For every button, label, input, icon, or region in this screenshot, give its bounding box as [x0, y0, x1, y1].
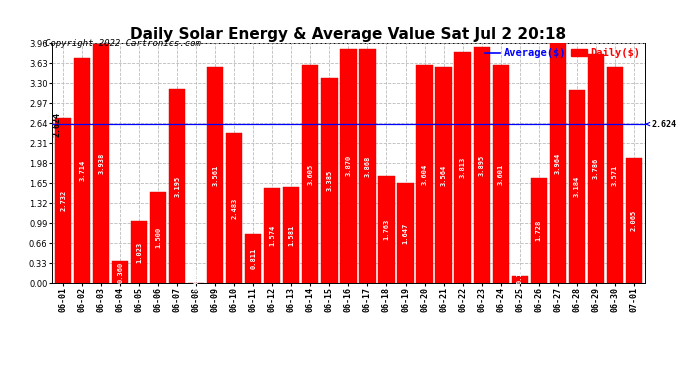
Bar — [511, 276, 528, 283]
Bar — [417, 65, 433, 283]
Text: 1.763: 1.763 — [384, 219, 389, 240]
Text: 3.561: 3.561 — [213, 165, 218, 186]
Bar — [378, 176, 395, 283]
Text: 3.184: 3.184 — [573, 176, 580, 197]
Text: 3.605: 3.605 — [308, 163, 313, 184]
Text: 1.728: 1.728 — [535, 220, 542, 242]
Bar — [549, 43, 566, 283]
Text: 1.023: 1.023 — [136, 242, 142, 263]
Bar — [435, 67, 452, 283]
Bar — [455, 52, 471, 283]
Bar — [264, 188, 280, 283]
Text: 0.114: 0.114 — [517, 262, 522, 284]
Text: 3.564: 3.564 — [440, 165, 446, 186]
Bar — [493, 65, 509, 283]
Text: 3.868: 3.868 — [364, 155, 371, 177]
Text: 3.938: 3.938 — [98, 153, 104, 174]
Bar — [112, 261, 128, 283]
Text: 0.000: 0.000 — [193, 270, 199, 291]
Bar — [226, 133, 242, 283]
Text: 3.601: 3.601 — [497, 164, 504, 184]
Legend: Average($), Daily($): Average($), Daily($) — [485, 48, 640, 58]
Bar — [150, 192, 166, 283]
Text: 3.385: 3.385 — [326, 170, 333, 191]
Text: 3.714: 3.714 — [79, 160, 85, 181]
Text: 3.571: 3.571 — [612, 164, 618, 186]
Text: 3.604: 3.604 — [422, 163, 428, 184]
Bar — [131, 221, 148, 283]
Title: Daily Solar Energy & Average Value Sat Jul 2 20:18: Daily Solar Energy & Average Value Sat J… — [130, 27, 566, 42]
Bar — [93, 45, 109, 283]
Bar — [55, 117, 71, 283]
Text: 0.811: 0.811 — [250, 248, 257, 269]
Text: 3.195: 3.195 — [175, 176, 180, 197]
Bar — [245, 234, 262, 283]
Text: 3.786: 3.786 — [593, 158, 599, 179]
Bar — [531, 178, 546, 283]
Text: 0.360: 0.360 — [117, 262, 124, 283]
Text: 2.732: 2.732 — [60, 190, 66, 211]
Text: 2.483: 2.483 — [231, 197, 237, 219]
Bar — [322, 78, 337, 283]
Text: 3.895: 3.895 — [479, 154, 484, 176]
Text: 2.065: 2.065 — [631, 210, 637, 231]
Bar — [607, 67, 623, 283]
Text: 2.624: 2.624 — [646, 120, 677, 129]
Bar — [207, 67, 224, 283]
Bar — [626, 158, 642, 283]
Bar — [569, 90, 584, 283]
Bar — [397, 183, 413, 283]
Text: 1.574: 1.574 — [269, 225, 275, 246]
Bar — [302, 64, 319, 283]
Text: Copyright 2022 Cartronics.com: Copyright 2022 Cartronics.com — [45, 39, 201, 48]
Bar — [74, 58, 90, 283]
Text: 2.624: 2.624 — [52, 112, 61, 136]
Bar — [359, 49, 375, 283]
Bar — [284, 187, 299, 283]
Bar — [588, 54, 604, 283]
Text: 3.964: 3.964 — [555, 152, 561, 174]
Bar — [169, 90, 186, 283]
Bar — [340, 49, 357, 283]
Text: 1.581: 1.581 — [288, 225, 295, 246]
Text: 3.813: 3.813 — [460, 157, 466, 178]
Bar — [473, 47, 490, 283]
Text: 1.500: 1.500 — [155, 227, 161, 248]
Text: 3.870: 3.870 — [346, 155, 351, 177]
Text: 1.647: 1.647 — [402, 223, 408, 244]
